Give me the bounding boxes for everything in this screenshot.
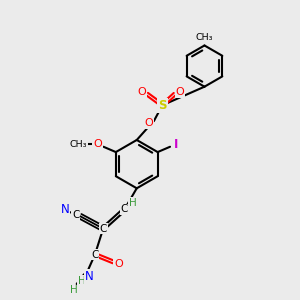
Text: O: O: [137, 87, 146, 97]
Text: H: H: [129, 198, 136, 208]
Text: CH₃: CH₃: [196, 33, 213, 42]
Text: I: I: [174, 138, 178, 151]
Text: N: N: [61, 203, 69, 216]
Text: O: O: [93, 139, 102, 149]
Text: O: O: [144, 118, 153, 128]
Text: C: C: [91, 250, 99, 260]
Text: O: O: [176, 87, 184, 97]
Text: C: C: [121, 205, 128, 214]
Text: H: H: [78, 276, 86, 286]
Text: H: H: [70, 286, 78, 296]
Text: O: O: [114, 259, 123, 269]
Text: S: S: [158, 99, 166, 112]
Text: CH₃: CH₃: [69, 140, 87, 148]
Text: C: C: [72, 210, 80, 220]
Text: N: N: [85, 270, 93, 283]
Text: C: C: [100, 224, 107, 234]
